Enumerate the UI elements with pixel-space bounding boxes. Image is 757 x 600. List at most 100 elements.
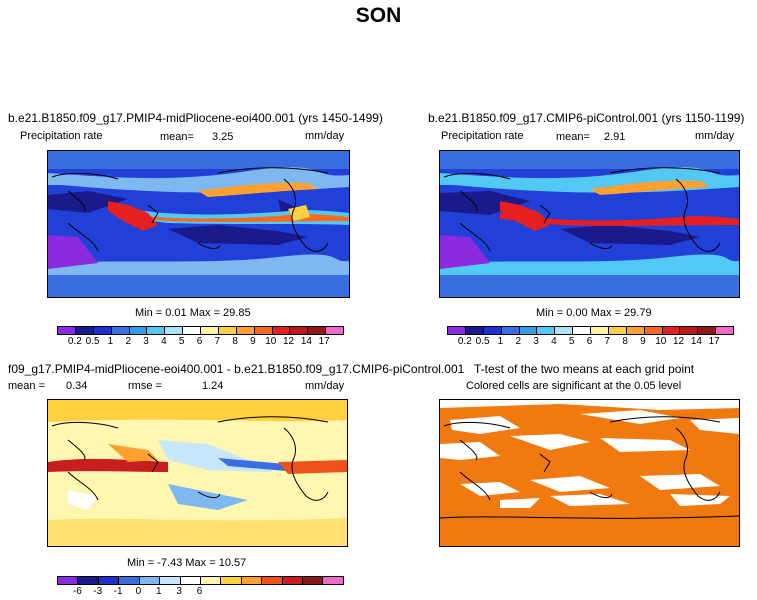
panel2-map-plot [440,151,739,297]
panel1-field-label: Precipitation rate [20,130,103,142]
colorbar-tick-label: 8 [622,336,628,347]
panel2-mean-label: mean= [556,131,590,143]
colorbar-swatch [698,327,717,334]
colorbar-swatch [662,327,681,334]
colorbar-swatch [303,577,324,584]
panel2-mean-value: 2.91 [604,131,626,143]
colorbar-tick-label: -1 [113,586,123,597]
colorbar-tick-label: 7 [214,336,221,347]
colorbar-swatch [119,577,140,584]
colorbar-swatch [111,327,130,334]
colorbar-swatch [644,327,663,334]
colorbar-swatch [254,327,273,334]
colorbar-tick-label: 17 [708,336,720,347]
colorbar-tick-label: 0.2 [67,336,82,347]
panel4-note: Colored cells are significant at the 0.0… [466,380,682,392]
colorbar-swatch [448,327,466,334]
colorbar-tick-label: 4 [161,336,167,347]
panel3-mean-label: mean = [8,380,45,392]
colorbar-swatch [680,327,699,334]
panel1-mean-value: 3.25 [212,131,234,143]
colorbar-swatch [519,327,538,334]
panel1-map [47,150,350,298]
colorbar-tick-label: 6 [586,336,593,347]
colorbar-swatch [218,327,237,334]
colorbar-swatch [483,327,502,334]
colorbar-swatch [93,327,112,334]
panel3-units: mm/day [305,380,345,392]
panel2-colorbar [447,326,734,335]
colorbar-swatch [465,327,484,334]
colorbar-swatch [537,327,556,334]
panel2-field-label: Precipitation rate [441,130,524,142]
colorbar-tick-label: -6 [72,586,82,597]
colorbar-tick-label: 4 [551,336,557,347]
colorbar-tick-label: 2 [515,336,522,347]
panel4-title: T-test of the two means at each grid poi… [474,362,695,376]
colorbar-tick-label: 10 [265,336,277,347]
colorbar-tick-label: 5 [568,336,575,347]
colorbar-swatch [236,327,255,334]
figure-title: SON [355,4,402,27]
colorbar-swatch [241,577,263,584]
colorbar-tick-label: 17 [318,336,330,347]
colorbar-swatch [282,577,304,584]
colorbar-swatch [139,577,161,584]
colorbar-swatch [58,327,76,334]
panel1-colorbar [57,326,344,335]
colorbar-swatch [183,327,201,334]
colorbar-tick-label: 1 [107,336,114,347]
colorbar-swatch [201,327,219,334]
colorbar-tick-label: 0.2 [457,336,472,347]
panel3-mean-value: 0.34 [66,380,88,392]
panel2-title: b.e21.B1850.f09_g17.CMIP6-piControl.001 … [428,111,745,125]
colorbar-swatch [262,577,283,584]
panel3-rmse-label: rmse = [128,380,162,392]
panel3-map [47,399,348,547]
panel1-units: mm/day [305,130,345,142]
colorbar-tick-label: 3 [143,336,149,347]
colorbar-swatch [165,327,184,334]
colorbar-swatch [58,577,79,584]
colorbar-swatch [78,577,99,584]
panel2-minmax: Min = 0.00 Max = 29.79 [536,307,652,319]
panel3-title: f09_g17.PMIP4-midPliocene-eoi400.001 - b… [8,362,465,376]
colorbar-tick-label: 7 [604,336,611,347]
colorbar-tick-label: 1 [497,336,504,347]
colorbar-tick-label: 14 [690,336,702,347]
colorbar-tick-label: 1 [156,586,162,597]
colorbar-swatch [75,327,94,334]
colorbar-swatch [129,327,148,334]
colorbar-swatch [308,327,327,334]
colorbar-swatch [716,327,733,334]
colorbar-swatch [147,327,166,334]
panel2-units: mm/day [695,130,735,142]
colorbar-tick-label: 12 [283,336,295,347]
colorbar-swatch [200,577,222,584]
panel3-rmse-value: 1.24 [202,380,224,392]
colorbar-tick-label: 6 [196,336,203,347]
colorbar-swatch [160,577,181,584]
colorbar-swatch [323,577,343,584]
colorbar-swatch [501,327,520,334]
colorbar-tick-label: 0 [135,586,142,597]
colorbar-tick-label: 5 [178,336,185,347]
panel1-mean-label: mean= [160,131,194,143]
colorbar-swatch [626,327,645,334]
colorbar-swatch [290,327,309,334]
colorbar-swatch [180,577,201,584]
colorbar-tick-label: 14 [300,336,312,347]
panel3-minmax: Min = -7.43 Max = 10.57 [127,557,247,569]
colorbar-swatch [573,327,591,334]
panel4-map [439,399,740,547]
colorbar-tick-label: -3 [93,586,103,597]
panel3-colorbar [57,576,344,585]
panel3-map-plot [48,400,347,546]
colorbar-swatch [272,327,291,334]
colorbar-swatch [98,577,120,584]
colorbar-tick-label: 3 [533,336,539,347]
colorbar-swatch [555,327,574,334]
colorbar-tick-label: 2 [125,336,132,347]
colorbar-tick-label: 12 [673,336,685,347]
panel1-minmax: Min = 0.01 Max = 29.85 [135,307,251,319]
